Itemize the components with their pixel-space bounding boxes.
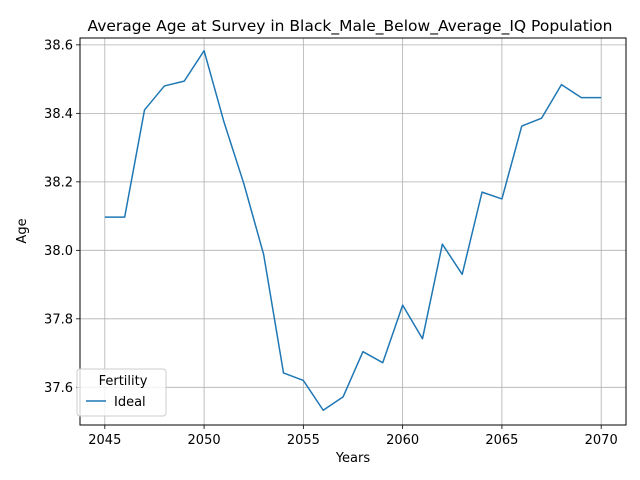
x-tick-label: 2060: [386, 433, 419, 448]
y-tick-label: 37.8: [44, 312, 73, 327]
series-line-ideal: [104, 49, 602, 412]
x-tick-label: 2050: [188, 433, 221, 448]
y-tick-label: 38.4: [44, 107, 73, 122]
y-tick-label: 37.6: [44, 381, 73, 396]
chart-title: Average Age at Survey in Black_Male_Belo…: [88, 17, 613, 36]
legend-entry-ideal: Ideal: [114, 395, 146, 410]
x-tick-label: 2055: [287, 433, 320, 448]
x-axis: 2045 2050 2055 2060 2065 2070: [88, 425, 618, 448]
x-tick-label: 2045: [88, 433, 121, 448]
y-tick-label: 38.6: [44, 38, 73, 53]
y-axis: 37.6 37.8 38.0 38.2 38.4 38.6: [44, 38, 80, 396]
legend-box: [76, 368, 167, 417]
legend-title: Fertility: [99, 374, 148, 389]
y-tick-label: 38.2: [44, 175, 73, 190]
series-layer: [104, 49, 602, 412]
grid: [80, 38, 626, 425]
x-tick-label: 2070: [585, 433, 618, 448]
y-tick-label: 38.0: [44, 244, 73, 259]
x-tick-label: 2065: [485, 433, 518, 448]
plot-frame: [79, 37, 627, 426]
y-axis-label: Age: [15, 218, 30, 243]
x-axis-label: Years: [335, 451, 371, 466]
legend: Fertility Ideal: [76, 368, 167, 417]
